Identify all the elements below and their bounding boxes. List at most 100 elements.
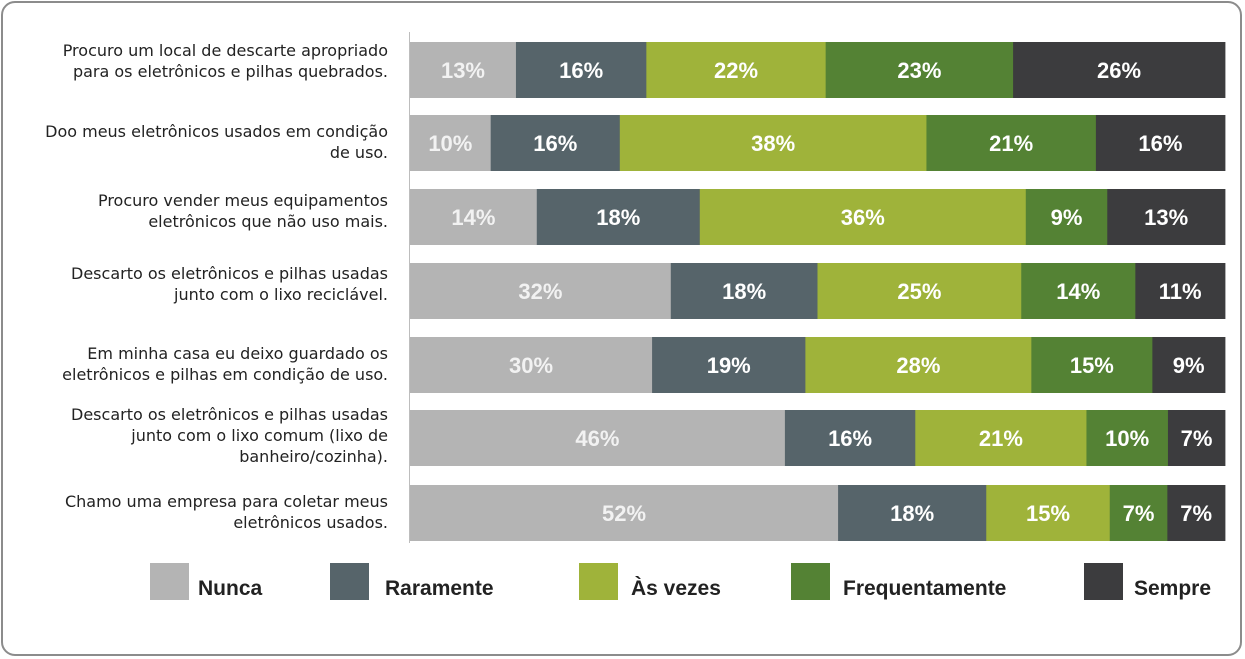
bar-segment [410, 410, 786, 466]
bar-segment [915, 410, 1087, 466]
legend-label: Nunca [198, 577, 263, 600]
category-label: Descarto os eletrônicos e pilhas usadas j… [6, 404, 388, 467]
bar-value-label: 25% [897, 279, 941, 304]
bar-value-label: 18% [596, 205, 640, 230]
category-label-line: eletrônicos que não uso mais. [148, 212, 388, 231]
legend-swatch [579, 563, 618, 600]
bar-value-label: 15% [1026, 501, 1070, 526]
bar-value-label: 18% [722, 279, 766, 304]
category-label-line: para os eletrônicos e pilhas quebrados. [72, 62, 388, 81]
bar-segment [825, 42, 1014, 98]
bar-segment [1109, 485, 1168, 541]
bar-value-label: 28% [896, 353, 940, 378]
bar-segment [1135, 263, 1226, 319]
category-label-line: Doo meus eletrônicos usados em condição [45, 122, 388, 141]
bar-segment [1167, 485, 1226, 541]
bar-value-label: 9% [1173, 353, 1205, 378]
bar-value-label: 26% [1097, 58, 1141, 83]
bar-value-label: 13% [441, 58, 485, 83]
bar-value-label: 16% [533, 131, 577, 156]
legend-label: Raramente [385, 577, 494, 600]
bar-segment [1086, 410, 1169, 466]
bar-segment [838, 485, 987, 541]
bar-segment [410, 115, 492, 171]
category-label-line: Descarto os eletrônicos e pilhas usadas [71, 264, 388, 283]
legend-label: Frequentamente [843, 577, 1007, 600]
bar-segment [1167, 410, 1226, 466]
bar-segment [670, 263, 818, 319]
bar-segment [699, 189, 1027, 245]
legend-swatch [1084, 563, 1123, 600]
category-label: Em minha casa eu deixo guardado os eletrô… [6, 343, 388, 385]
bar-segment [619, 115, 927, 171]
bar-value-label: 10% [428, 131, 472, 156]
bar-segment [410, 263, 672, 319]
bar-segment [784, 410, 916, 466]
category-label-line: Chamo uma empresa para coletar meus [64, 492, 388, 511]
bar-segment [1013, 42, 1226, 98]
bar-segment [926, 115, 1097, 171]
bar-value-label: 30% [509, 353, 553, 378]
bar-segment [410, 337, 653, 393]
bar-value-label: 16% [559, 58, 603, 83]
bar-value-label: 14% [451, 205, 495, 230]
legend-swatch [150, 563, 189, 600]
bar-segment [1152, 337, 1226, 393]
category-label-line: junto com o lixo comum (lixo de [131, 426, 388, 445]
category-label-line: Procuro vender meus equipamentos [97, 191, 388, 210]
category-label-line: Descarto os eletrônicos e pilhas usadas [71, 405, 388, 424]
bar-value-label: 16% [1138, 131, 1182, 156]
category-label-line: junto com o lixo reciclável. [174, 285, 388, 304]
bar-value-label: 32% [518, 279, 562, 304]
bar-segment [646, 42, 827, 98]
legend-label: Sempre [1134, 577, 1212, 600]
bar-segment [817, 263, 1022, 319]
bar-segment [490, 115, 621, 171]
bar-value-label: 52% [602, 501, 646, 526]
category-label: Descarto os eletrônicos e pilhas usadas j… [6, 263, 388, 305]
bar-value-label: 21% [989, 131, 1033, 156]
bar-segment [986, 485, 1111, 541]
bar-value-label: 11% [1159, 279, 1202, 304]
bar-segment [1021, 263, 1136, 319]
bar-value-label: 7% [1181, 426, 1213, 451]
category-label-line: Em minha casa eu deixo guardado os [87, 344, 388, 363]
legend-swatch [791, 563, 830, 600]
bar-segment [1025, 189, 1108, 245]
bar-segment [652, 337, 806, 393]
bar-segment [410, 42, 517, 98]
bar-segment [515, 42, 647, 98]
legend-label: Às vezes [631, 577, 721, 600]
category-label-line: eletrônicos e pilhas em condição de uso. [62, 365, 388, 384]
category-label-line: de uso. [329, 143, 388, 162]
bar-segment [1107, 189, 1226, 245]
category-label: Procuro vender meus equipamentos eletrôni… [6, 190, 388, 232]
bar-value-label: 7% [1180, 501, 1212, 526]
bar-segment [805, 337, 1032, 393]
bar-value-label: 9% [1051, 205, 1083, 230]
bar-value-label: 16% [828, 426, 872, 451]
bar-segment [1095, 115, 1226, 171]
bar-value-label: 10% [1105, 426, 1149, 451]
legend-swatch [330, 563, 369, 600]
bar-segment [410, 189, 538, 245]
bar-value-label: 38% [751, 131, 795, 156]
bar-value-label: 19% [707, 353, 751, 378]
bar-segment [1031, 337, 1153, 393]
bar-value-label: 7% [1123, 501, 1155, 526]
category-label-line: banheiro/cozinha). [239, 447, 388, 466]
bar-value-label: 46% [575, 426, 619, 451]
bar-value-label: 13% [1144, 205, 1188, 230]
bar-value-label: 22% [714, 58, 758, 83]
bar-value-label: 14% [1056, 279, 1100, 304]
category-label-line: eletrônicos usados. [233, 513, 388, 532]
bar-value-label: 18% [890, 501, 934, 526]
category-label-line: Procuro um local de descarte apropriado [62, 41, 388, 60]
category-label: Chamo uma empresa para coletar meus eletr… [6, 491, 388, 533]
bar-value-label: 23% [897, 58, 941, 83]
category-label: Doo meus eletrônicos usados em condição d… [6, 121, 388, 163]
bar-value-label: 21% [979, 426, 1023, 451]
bar-value-label: 36% [841, 205, 885, 230]
